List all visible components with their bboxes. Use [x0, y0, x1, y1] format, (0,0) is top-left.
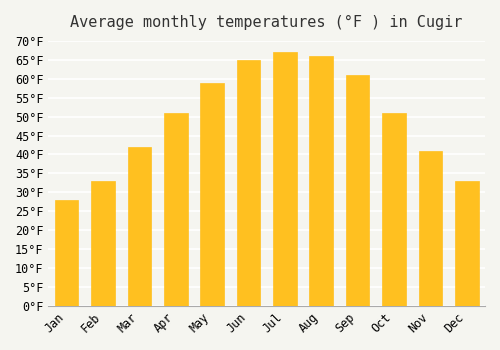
Bar [418, 150, 442, 306]
Bar [455, 181, 478, 306]
Bar [54, 200, 78, 306]
Bar [236, 60, 260, 306]
Bar [382, 113, 406, 306]
Bar [346, 75, 370, 306]
Bar [273, 52, 296, 306]
Bar [310, 56, 333, 306]
Title: Average monthly temperatures (°F ) in Cugir: Average monthly temperatures (°F ) in Cu… [70, 15, 463, 30]
Bar [91, 181, 115, 306]
Bar [128, 147, 151, 306]
Bar [164, 113, 188, 306]
Bar [200, 83, 224, 306]
